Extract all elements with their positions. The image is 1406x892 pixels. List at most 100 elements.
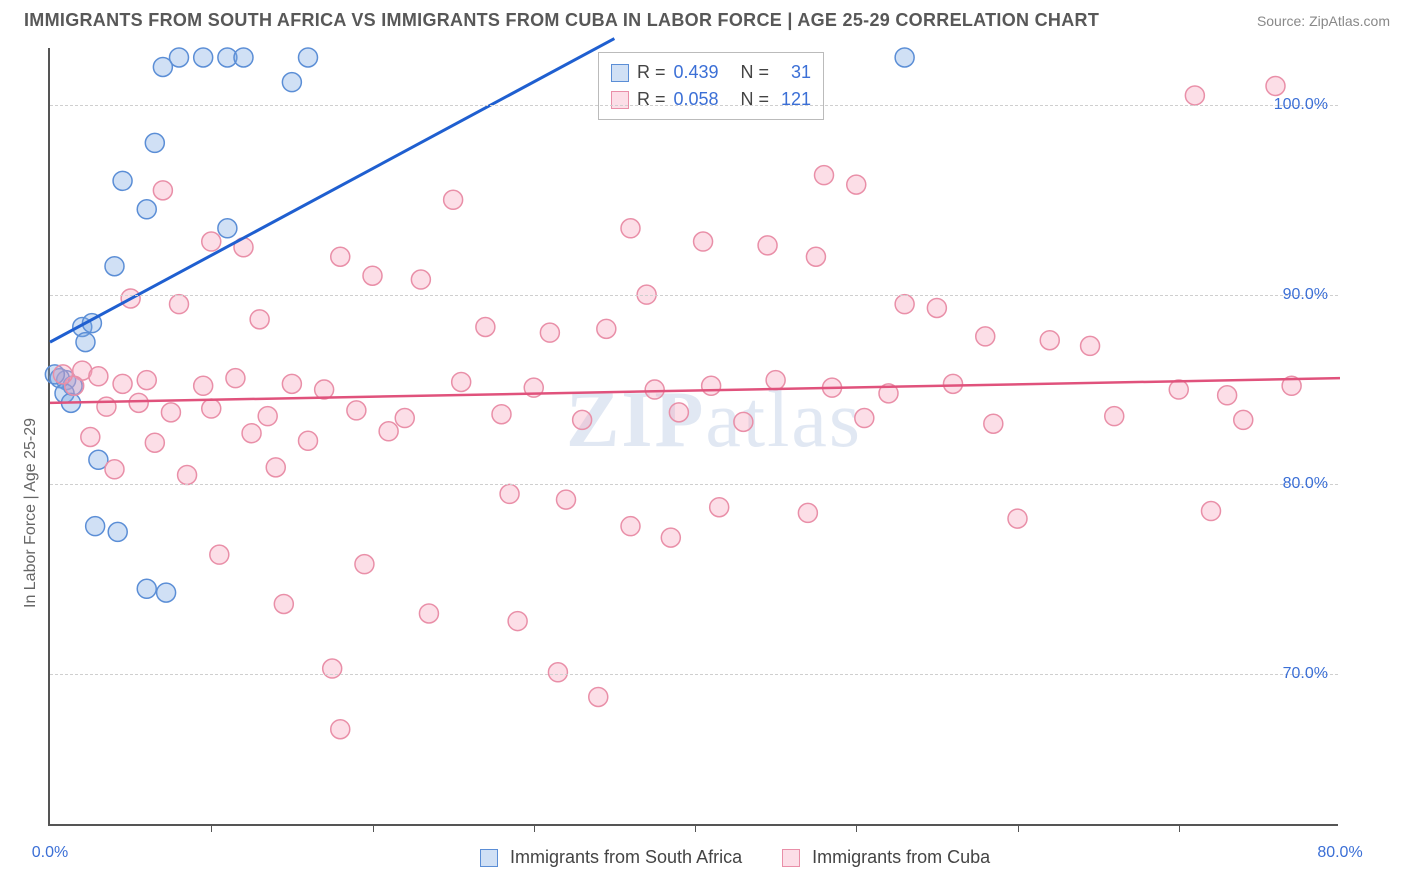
x-tick-label: 80.0% [1317,844,1362,862]
gridline [50,484,1338,485]
y-tick-label: 80.0% [1283,475,1328,493]
data-point [895,295,914,314]
data-point [573,410,592,429]
data-point [347,401,366,420]
data-point [157,583,176,602]
data-point [895,48,914,67]
data-point [1202,502,1221,521]
stat-r-label: R = [637,86,666,113]
data-point [145,433,164,452]
legend-label: Immigrants from South Africa [510,847,742,868]
data-point [202,232,221,251]
data-point [766,371,785,390]
data-point [589,687,608,706]
data-point [129,393,148,412]
x-tick [1018,824,1019,832]
data-point [1185,86,1204,105]
bottom-legend: Immigrants from South Africa Immigrants f… [480,847,990,868]
data-point [97,397,116,416]
source-label: Source: ZipAtlas.com [1257,13,1390,29]
data-point [331,720,350,739]
data-point [355,555,374,574]
data-point [927,298,946,317]
gridline [50,105,1338,106]
data-point [153,57,172,76]
chart-container: ZIPatlas R =0.439 N =31R =0.058 N =121 I… [0,44,1406,892]
data-point [363,266,382,285]
x-tick-label: 0.0% [32,844,68,862]
data-point [108,522,127,541]
data-point [145,133,164,152]
x-tick [695,824,696,832]
data-point [89,367,108,386]
data-point [976,327,995,346]
data-point [226,369,245,388]
trend-line [50,39,614,343]
data-point [299,48,318,67]
data-point [1008,509,1027,528]
plot-svg [50,48,1340,826]
data-point [86,517,105,536]
data-point [540,323,559,342]
legend-swatch [782,849,800,867]
data-point [1040,331,1059,350]
stat-r-value: 0.439 [674,59,728,86]
data-point [299,431,318,450]
data-point [806,247,825,266]
data-point [218,219,237,238]
data-point [113,374,132,393]
data-point [234,48,253,67]
data-point [798,503,817,522]
data-point [597,319,616,338]
data-point [53,365,72,384]
y-tick-label: 100.0% [1274,96,1328,114]
data-point [621,219,640,238]
data-point [202,399,221,418]
legend-swatch [611,64,629,82]
gridline [50,295,1338,296]
x-tick [373,824,374,832]
data-point [815,166,834,185]
gridline [50,674,1338,675]
data-point [1169,380,1188,399]
data-point [984,414,1003,433]
stat-n-value: 31 [777,59,811,86]
data-point [855,409,874,428]
x-tick [534,824,535,832]
x-tick [1179,824,1180,832]
stat-n-value: 121 [777,86,811,113]
stat-n-label: N = [736,86,770,113]
data-point [419,604,438,623]
stat-r-value: 0.058 [674,86,728,113]
data-point [105,460,124,479]
data-point [944,374,963,393]
data-point [250,310,269,329]
data-point [379,422,398,441]
data-point [669,403,688,422]
data-point [266,458,285,477]
data-point [105,257,124,276]
data-point [153,181,172,200]
data-point [661,528,680,547]
data-point [1266,76,1285,95]
data-point [847,175,866,194]
data-point [508,612,527,631]
legend-label: Immigrants from Cuba [812,847,990,868]
data-point [734,412,753,431]
data-point [331,247,350,266]
data-point [282,374,301,393]
data-point [137,200,156,219]
data-point [500,484,519,503]
data-point [1234,410,1253,429]
stat-r-label: R = [637,59,666,86]
stats-row: R = 0.058 N = 121 [611,86,811,113]
plot-area: ZIPatlas R =0.439 N =31R =0.058 N =121 I… [48,48,1338,826]
data-point [444,190,463,209]
data-point [452,372,471,391]
data-point [492,405,511,424]
data-point [395,409,414,428]
x-tick [211,824,212,832]
data-point [548,663,567,682]
data-point [170,295,189,314]
data-point [76,333,95,352]
